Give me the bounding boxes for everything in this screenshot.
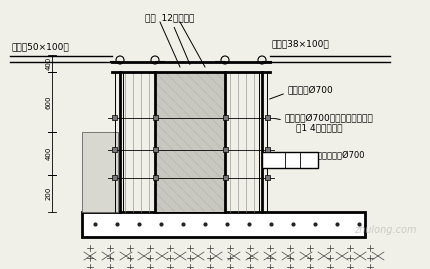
Bar [153,175,158,180]
Text: 400: 400 [46,57,52,70]
Bar [222,175,227,180]
Bar [112,175,117,180]
Text: 200: 200 [46,187,52,200]
Text: （1 4锤筋制作）: （1 4锤筋制作） [295,123,342,133]
Bar [264,175,269,180]
Text: zhulong.com: zhulong.com [353,225,415,235]
Bar [153,147,158,152]
Bar [261,152,317,168]
Bar [112,115,117,120]
Text: 木方（50×100）: 木方（50×100） [12,43,70,51]
Bar [153,115,158,120]
Bar [264,147,269,152]
Bar [222,147,227,152]
Bar [112,147,117,152]
Text: 模板定位锤筋与底板锤筋焊接Ø700: 模板定位锤筋与底板锤筋焊接Ø700 [277,150,365,160]
Bar [222,115,227,120]
Bar [264,115,269,120]
Bar [155,72,224,212]
Text: 钒管固定Ø700: 钒管固定Ø700 [287,86,333,94]
Text: 木方（38×100）: 木方（38×100） [271,40,329,48]
Text: 600: 600 [46,95,52,109]
Bar [82,212,364,237]
Text: 400: 400 [46,147,52,160]
Text: 顶棁  12厚竹胶板: 顶棁 12厚竹胶板 [145,13,194,65]
Text: 对拉螺栋Ø700模板定位预埋锤筋: 对拉螺栋Ø700模板定位预埋锤筋 [284,114,373,122]
Bar [82,132,118,212]
